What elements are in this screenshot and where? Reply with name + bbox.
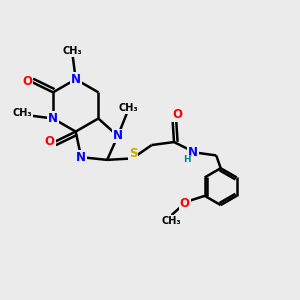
- Text: CH₃: CH₃: [118, 103, 138, 113]
- Text: N: N: [76, 151, 86, 164]
- Text: O: O: [180, 197, 190, 210]
- Text: O: O: [45, 136, 55, 148]
- Text: O: O: [172, 108, 182, 121]
- Text: CH₃: CH₃: [13, 108, 32, 118]
- Text: CH₃: CH₃: [162, 215, 181, 226]
- Text: CH₃: CH₃: [63, 46, 83, 56]
- Text: N: N: [71, 73, 81, 86]
- Text: N: N: [48, 112, 58, 125]
- Text: S: S: [129, 147, 137, 160]
- Text: N: N: [113, 130, 123, 142]
- Text: H: H: [183, 155, 190, 164]
- Text: O: O: [22, 75, 32, 88]
- Text: N: N: [188, 146, 198, 159]
